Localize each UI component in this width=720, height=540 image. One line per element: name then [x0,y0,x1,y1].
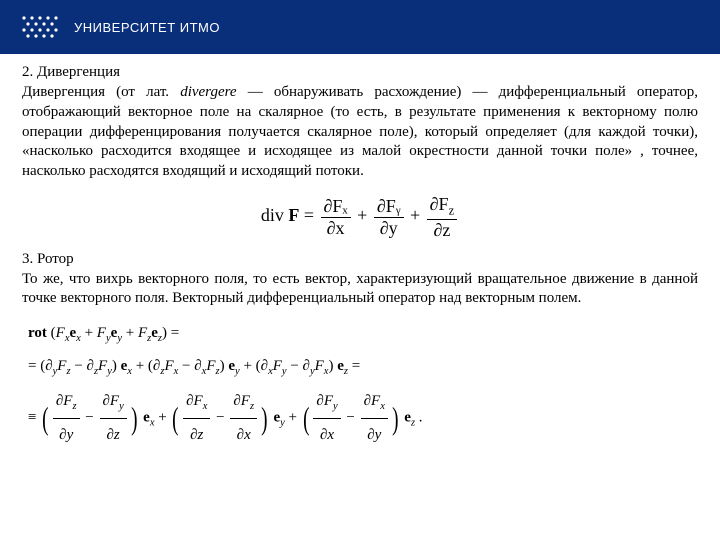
header-bar: УНИВЕРСИТЕТ ИТМО [0,0,720,54]
divergence-formula: div F = ∂Fₓ∂x + ∂Fᵧ∂y + ∂Fz∂z [22,194,698,241]
slide-content: 2. Дивергенция Дивергенция (от лат. dive… [0,54,720,454]
section-3-paragraph: То же, что вихрь векторного поля, то ест… [22,270,698,310]
itmo-logo-dots [18,12,62,42]
section-2-paragraph: Дивергенция (от лат. divergere — обнаруж… [22,83,698,182]
university-name: УНИВЕРСИТЕТ ИТМО [74,20,220,35]
rotor-formula: rot (Fxex + Fyey + Fzez) == (∂yFz − ∂zFy… [22,317,698,454]
section-3-title: 3. Ротор [22,251,698,268]
section-2-title: 2. Дивергенция [22,64,698,81]
